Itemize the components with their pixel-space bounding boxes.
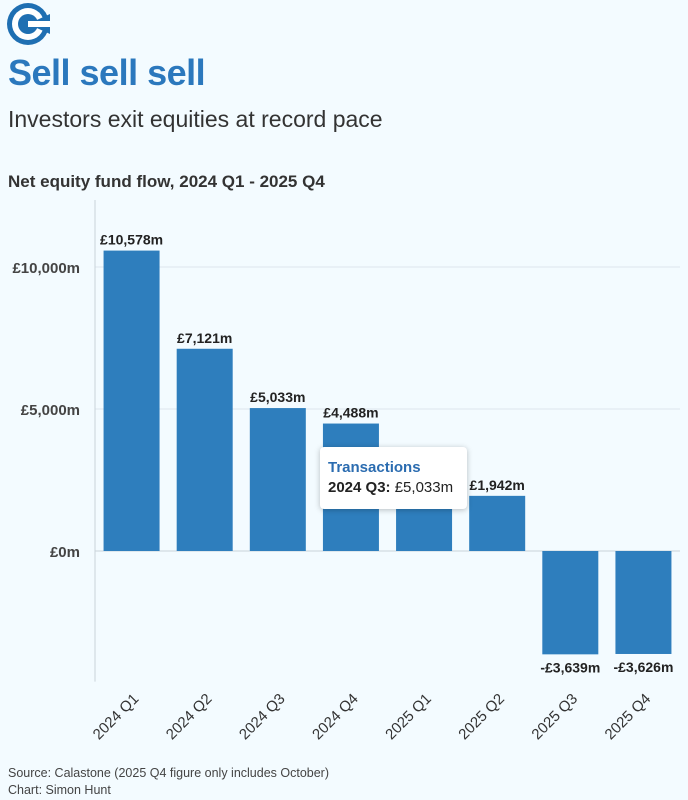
source-note: Source: Calastone (2025 Q4 figure only i… <box>8 766 330 780</box>
bar-data-label: £10,578m <box>100 232 163 248</box>
chart-tooltip: Transactions 2024 Q3: £5,033m <box>320 447 467 509</box>
x-tick-label: 2025 Q4 <box>602 690 655 743</box>
x-tick-label: 2025 Q1 <box>382 690 435 743</box>
y-tick-label: £10,000m <box>12 260 80 277</box>
bar-data-label: £7,121m <box>177 330 232 346</box>
tooltip-value: £5,033m <box>394 479 454 496</box>
bar-2025-q4[interactable] <box>615 551 672 654</box>
bar-data-label: £1,942m <box>470 477 525 493</box>
chart-title: Net equity fund flow, 2024 Q1 - 2025 Q4 <box>8 172 325 191</box>
x-tick-label: 2024 Q4 <box>309 690 362 743</box>
bar-2025-q3[interactable] <box>542 551 599 655</box>
tooltip-row: 2024 Q3: £5,033m <box>328 479 459 496</box>
bar-2024-q3[interactable] <box>249 408 306 551</box>
page-title: Sell sell sell <box>8 52 206 93</box>
x-tick-label: 2025 Q2 <box>455 690 508 743</box>
bar-data-label: £5,033m <box>250 389 305 405</box>
x-tick-label: 2024 Q3 <box>236 690 289 743</box>
tooltip-title: Transactions <box>328 459 421 476</box>
bar-2024-q2[interactable] <box>176 348 233 551</box>
chart-credit: Chart: Simon Hunt <box>8 783 111 797</box>
bar-data-label: -£3,639m <box>540 659 600 675</box>
chart-footer: Source: Calastone (2025 Q4 figure only i… <box>8 765 329 799</box>
bar-2024-q1[interactable] <box>103 250 160 551</box>
bar-2025-q2[interactable] <box>469 495 526 551</box>
x-tick-label: 2024 Q1 <box>90 690 143 743</box>
y-tick-label: £5,000m <box>21 402 80 419</box>
calastone-c-logo-icon <box>7 3 50 45</box>
x-tick-label: 2025 Q3 <box>528 690 581 743</box>
tooltip-label: 2024 Q3: <box>328 479 391 496</box>
bar-data-label: £4,488m <box>323 405 378 421</box>
x-tick-label: 2024 Q2 <box>163 690 216 743</box>
bar-data-label: -£3,626m <box>613 659 673 675</box>
page-subtitle: Investors exit equities at record pace <box>8 106 383 132</box>
y-tick-label: £0m <box>50 544 80 561</box>
